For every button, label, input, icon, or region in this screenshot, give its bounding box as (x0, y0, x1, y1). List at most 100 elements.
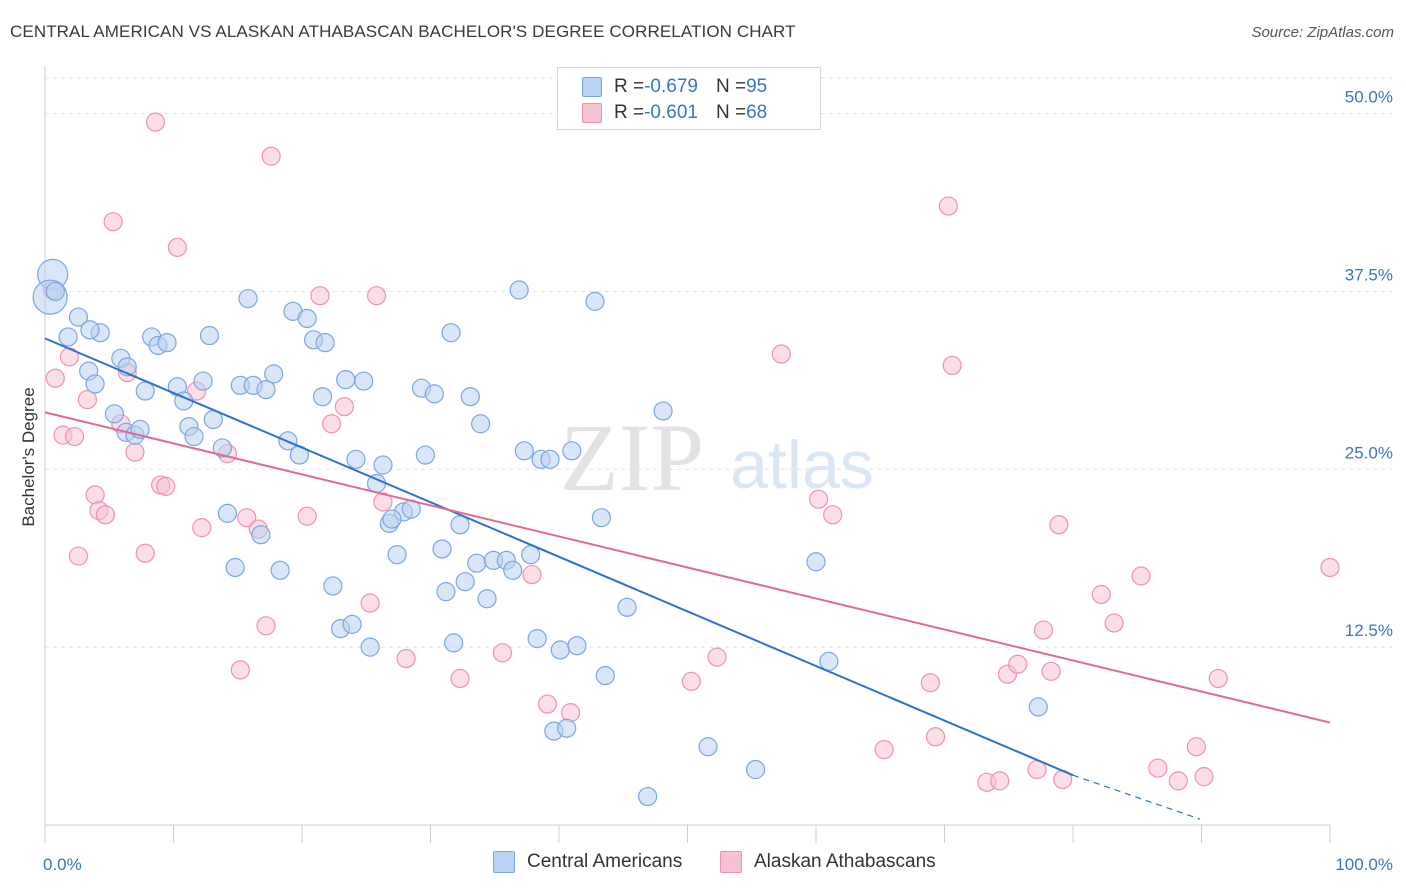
axes (44, 66, 1331, 843)
y-tick-label: 25.0% (1345, 443, 1393, 462)
data-point (315, 333, 335, 353)
data-point (562, 441, 582, 461)
data-point (199, 325, 220, 346)
data-point (638, 786, 658, 807)
legend-r-value: -0.679 (644, 76, 698, 97)
data-point (1168, 771, 1188, 791)
trend-lines (44, 337, 1331, 820)
data-point (1208, 668, 1228, 689)
legend-item-central-americans: Central Americans (493, 851, 682, 873)
legend-swatch-pink (582, 103, 602, 123)
data-point (68, 307, 89, 327)
legend-r-label: R = (614, 102, 645, 123)
data-point (585, 291, 605, 311)
data-point (125, 442, 145, 462)
data-point (264, 364, 284, 384)
data-point (1049, 515, 1069, 535)
data-point (310, 286, 330, 306)
legend-swatch-blue (493, 851, 515, 873)
data-point (336, 370, 356, 390)
data-point (527, 629, 547, 649)
data-point (360, 593, 380, 613)
data-point (806, 552, 826, 572)
data-point (1028, 697, 1048, 717)
y-axis-label: Bachelor's Degree (19, 387, 38, 526)
data-point (104, 404, 124, 424)
data-point (192, 518, 212, 538)
data-point (396, 648, 416, 669)
trend-line-central-americans (44, 337, 1074, 777)
data-point (415, 445, 435, 465)
watermark-zip: ZIP (560, 404, 704, 511)
data-point (238, 288, 258, 309)
x-tick-label: 100.0% (1335, 855, 1393, 874)
data-point (1041, 661, 1061, 681)
data-point (942, 355, 962, 376)
data-point (707, 647, 727, 667)
data-point (823, 505, 843, 525)
data-point (80, 320, 100, 340)
data-point (1148, 758, 1168, 778)
data-point (925, 727, 946, 747)
series-alaskan-athabascans (43, 112, 1340, 792)
data-point (540, 449, 560, 469)
data-point (261, 146, 281, 166)
legend-r-label: R = (614, 76, 645, 97)
stats-legend: R = -0.679 N = 95 R = -0.601 N = 68 (557, 67, 821, 130)
data-point (467, 553, 487, 573)
y-tick-label: 37.5% (1345, 265, 1393, 284)
data-point (492, 643, 513, 663)
data-point (193, 371, 213, 391)
data-point (156, 476, 176, 496)
data-point (477, 589, 497, 609)
watermark: ZIP atlas (560, 404, 874, 511)
data-point (103, 212, 123, 232)
data-point (1104, 613, 1124, 633)
data-point (346, 449, 366, 469)
data-point (514, 441, 534, 461)
chart-title: CENTRAL AMERICAN VS ALASKAN ATHABASCAN B… (10, 22, 796, 41)
data-point (1131, 566, 1151, 586)
data-point (424, 384, 444, 404)
source-label: Source: ZipAtlas.com (1251, 24, 1394, 41)
data-point (323, 576, 343, 596)
data-point (167, 237, 187, 257)
data-point (990, 771, 1010, 791)
data-point (1008, 654, 1028, 674)
data-point (45, 368, 65, 388)
data-point (653, 401, 673, 421)
legend-n-label: N = (715, 102, 747, 123)
data-point (436, 582, 456, 602)
data-point (217, 503, 238, 523)
data-point (557, 718, 577, 738)
data-point (256, 616, 276, 636)
legend-n-value: 68 (746, 102, 768, 123)
watermark-atlas: atlas (730, 427, 874, 503)
data-point (1320, 557, 1340, 578)
data-point (77, 389, 98, 410)
data-point (771, 344, 791, 364)
data-point (537, 694, 558, 714)
data-point (432, 539, 452, 559)
legend-label-central-americans: Central Americans (527, 851, 683, 872)
data-point (460, 387, 480, 407)
data-point (230, 660, 250, 680)
data-point (382, 509, 402, 529)
data-point (157, 333, 177, 353)
data-point (444, 633, 464, 653)
trend-line-alaskan-athabascans (44, 411, 1331, 724)
data-point (874, 739, 894, 760)
legend-swatch-blue (582, 77, 602, 97)
data-point (85, 485, 105, 505)
data-point (342, 614, 362, 634)
data-point (567, 636, 587, 656)
data-point (698, 737, 718, 757)
data-point (522, 564, 542, 585)
data-point (595, 665, 615, 686)
data-point (550, 640, 570, 660)
data-point (441, 323, 461, 343)
data-point (938, 196, 958, 216)
y-tick-label: 50.0% (1345, 88, 1393, 107)
data-point (387, 545, 407, 565)
